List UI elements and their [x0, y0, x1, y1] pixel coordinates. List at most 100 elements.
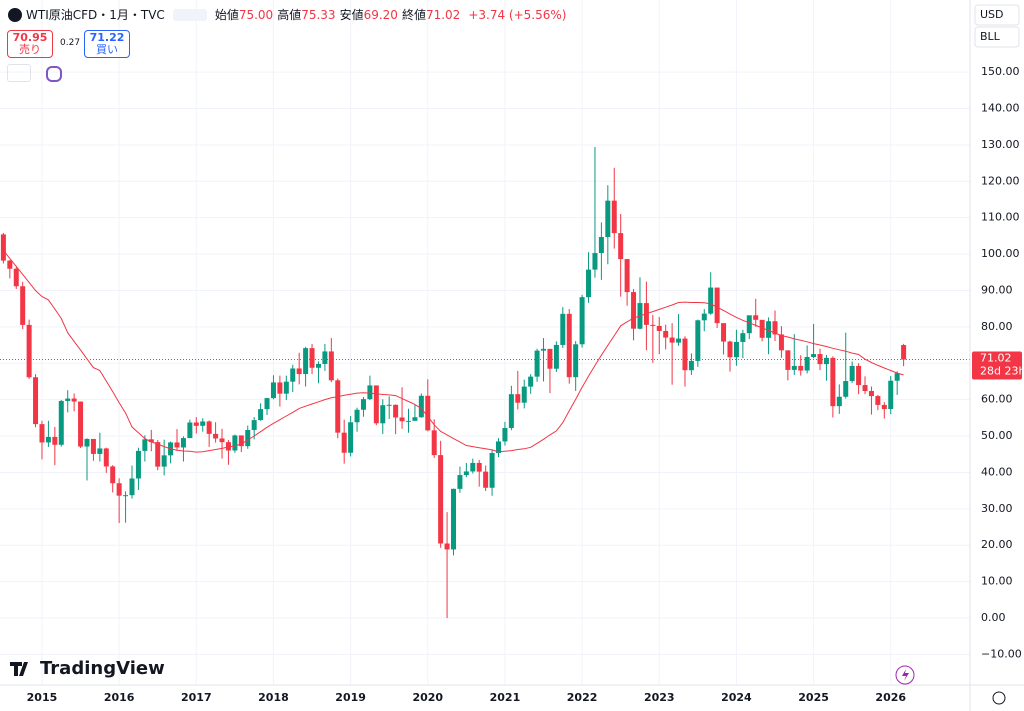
candle-body: [631, 292, 637, 329]
candle-body: [515, 394, 521, 403]
candle-body: [251, 420, 257, 430]
symbol[interactable]: WTI原油CFD・1月・TVC: [26, 8, 165, 22]
sell-label: 売り: [19, 43, 41, 56]
moving-average: [3, 250, 904, 453]
y-tick-label: 120.00: [981, 174, 1020, 187]
candle-body: [759, 319, 765, 338]
candle-body: [245, 429, 251, 447]
collapse-button[interactable]: [7, 64, 31, 82]
y-tick-label: 130.00: [981, 138, 1020, 151]
candle-body: [791, 365, 797, 370]
candle-body: [823, 357, 829, 365]
candle-body: [33, 377, 39, 425]
y-tick-label: 20.00: [981, 538, 1013, 551]
logo: TradingView: [40, 658, 165, 679]
candle-body: [663, 330, 669, 338]
candle-body: [766, 321, 772, 338]
candle-body: [418, 395, 424, 418]
buy-label: 買い: [96, 43, 118, 56]
candle-body: [270, 382, 276, 399]
settings-icon[interactable]: [992, 691, 1006, 705]
candle-body: [129, 478, 135, 496]
x-tick-label: 2017: [181, 691, 212, 704]
candle-body: [457, 475, 463, 489]
candle-body: [341, 432, 347, 453]
candle-body: [444, 543, 450, 550]
candle-body: [804, 356, 810, 371]
candle-body: [7, 260, 13, 269]
candle-body: [740, 333, 746, 342]
y-tick-label: 50.00: [981, 429, 1013, 442]
candle-body: [541, 348, 547, 351]
x-tick-label: 2025: [798, 691, 829, 704]
ohlc-value: 71.02: [425, 8, 461, 22]
x-tick-label: 2019: [335, 691, 366, 704]
candle-body: [753, 315, 759, 320]
toggle[interactable]: [172, 8, 207, 21]
candle-body: [180, 438, 186, 448]
candle-body: [84, 438, 90, 447]
candle-body: [470, 462, 476, 472]
candle-body: [187, 422, 193, 439]
candle-body: [502, 428, 508, 442]
currency-button[interactable]: [974, 4, 1020, 26]
candle-body: [624, 259, 630, 293]
candle-body: [650, 324, 656, 326]
candle-body: [200, 421, 206, 426]
candle-body: [843, 381, 849, 397]
candle-body: [901, 345, 907, 360]
sell-button[interactable]: 70.95 売り: [7, 30, 53, 58]
refresh-icon[interactable]: [46, 66, 62, 82]
candle-body: [727, 341, 733, 358]
change: +3.74 (+5.56%): [468, 7, 567, 22]
candle-body: [714, 287, 720, 324]
y-tick-label: 30.00: [981, 502, 1013, 515]
candle-body: [412, 417, 418, 421]
ohlc-label: 終値: [401, 8, 426, 22]
flash-icon[interactable]: [895, 665, 915, 685]
candle-body: [508, 394, 514, 429]
y-tick-label: 110.00: [981, 211, 1020, 224]
candle-body: [386, 404, 392, 406]
candle-body: [676, 338, 682, 343]
candle-body: [39, 424, 45, 443]
unit-button[interactable]: [974, 26, 1020, 48]
candle-body: [277, 382, 283, 394]
candle-body: [65, 398, 71, 401]
candle-body: [431, 430, 437, 456]
y-tick-label: 140.00: [981, 101, 1020, 114]
candle-body: [592, 253, 598, 270]
ohlc-label: 始値: [214, 8, 239, 22]
candle-body: [656, 325, 662, 331]
buy-price: 71.22: [89, 31, 125, 44]
symbol-icon: [8, 7, 22, 22]
candle-body: [0, 234, 6, 261]
candle-body: [688, 360, 694, 371]
candle-body: [534, 350, 540, 377]
candle-body: [399, 417, 405, 422]
candle-body: [58, 400, 64, 445]
candle-body: [45, 436, 51, 443]
candle-body: [213, 433, 219, 439]
candle-body: [303, 348, 309, 375]
x-tick-label: 2024: [721, 691, 752, 704]
candle-body: [778, 334, 784, 351]
candle-body: [219, 438, 225, 443]
x-tick-label: 2020: [412, 691, 443, 704]
y-tick-label: 40.00: [981, 465, 1013, 478]
candle-body: [772, 321, 778, 335]
candle-body: [881, 404, 887, 410]
y-tick-label: 80.00: [981, 320, 1013, 333]
y-tick-label: 60.00: [981, 393, 1013, 406]
candle-body: [335, 380, 341, 433]
buy-button[interactable]: 71.22 買い: [84, 30, 130, 58]
candle-body: [283, 381, 289, 394]
candle-body: [547, 348, 553, 369]
candle-body: [875, 396, 881, 405]
candle-body: [862, 385, 868, 392]
candle-body: [566, 313, 572, 378]
ohlc-value: 75.33: [301, 8, 336, 22]
last-price-badge: [972, 351, 1022, 380]
candle-body: [354, 409, 360, 423]
